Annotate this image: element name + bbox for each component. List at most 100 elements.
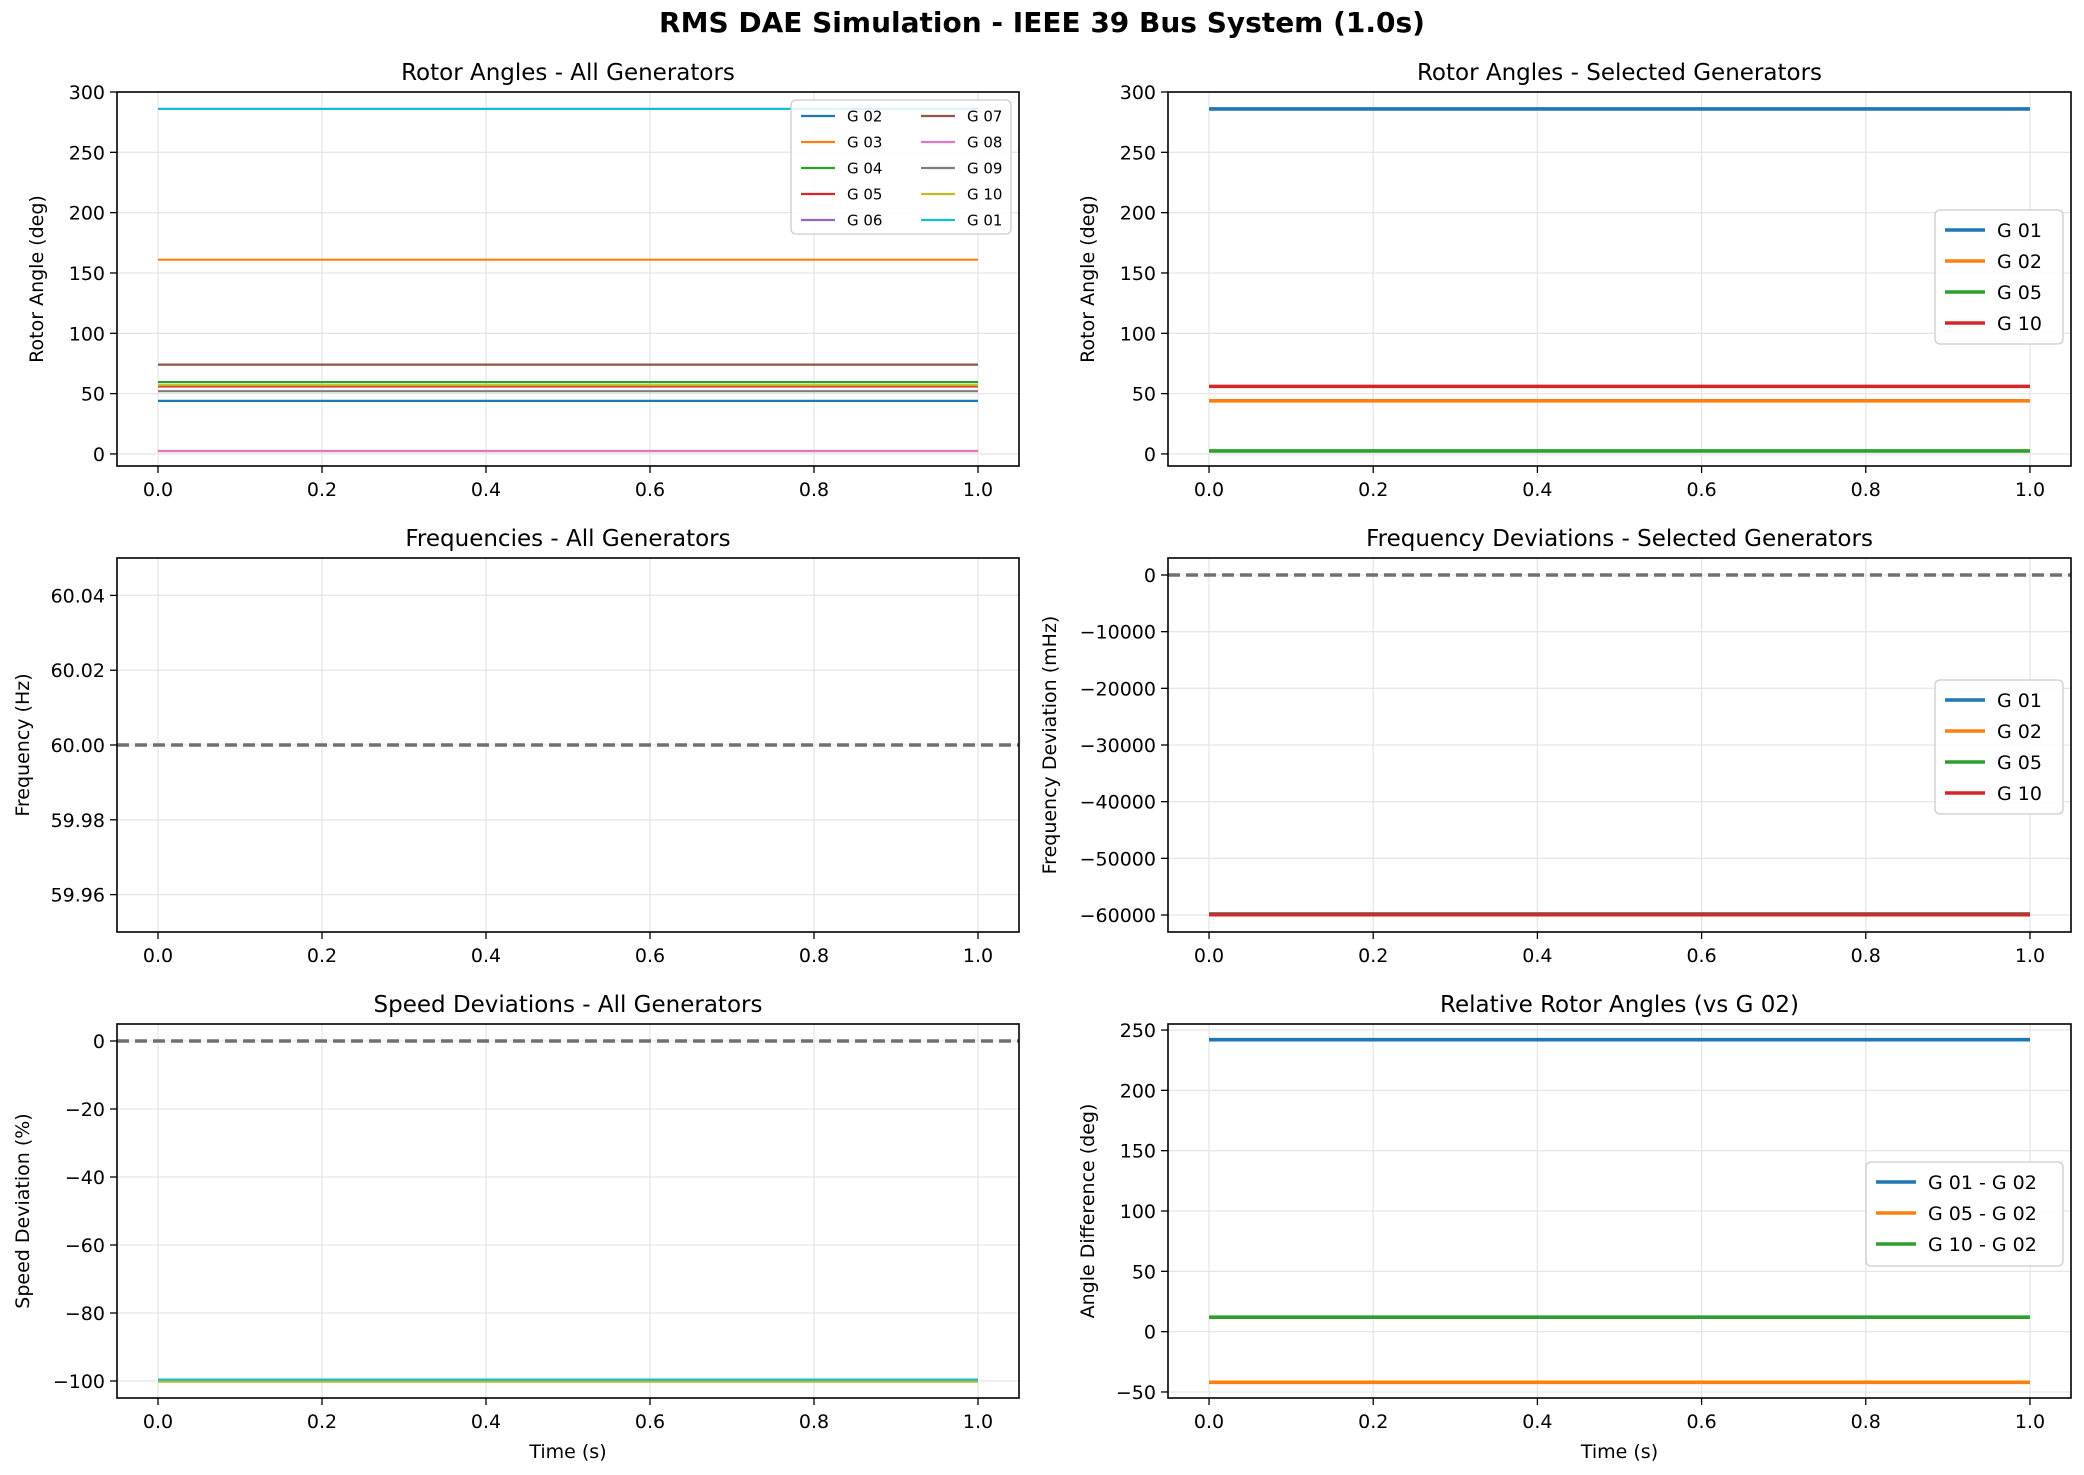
x-tick-label: 0.2 xyxy=(1358,945,1388,967)
y-tick-label: −20 xyxy=(65,1099,105,1121)
y-tick-label: 50 xyxy=(81,384,105,406)
legend-label: G 08 xyxy=(967,133,1002,151)
y-tick-label: 60.00 xyxy=(51,735,105,757)
legend-label: G 05 xyxy=(847,185,882,203)
plot-area xyxy=(1209,1037,2030,1385)
y-tick-label: 200 xyxy=(1120,1080,1156,1102)
y-tick-label: 0 xyxy=(1144,444,1156,466)
x-tick-label: 0.2 xyxy=(1358,479,1388,501)
y-tick-label: −40000 xyxy=(1080,792,1156,814)
legend: G 01 G 02 G 05 G 10 xyxy=(1934,209,2064,345)
y-tick-label: 300 xyxy=(69,82,105,104)
legend: G 01 - G 02 G 05 - G 02 G 10 - G 02 xyxy=(1865,1161,2064,1267)
axes-frame xyxy=(1167,1023,2072,1399)
y-tick-label: 0 xyxy=(1144,1322,1156,1344)
y-axis-label: Frequency (Hz) xyxy=(12,673,34,816)
y-axis-label: Rotor Angle (deg) xyxy=(1077,195,1099,363)
y-tick-label: −80 xyxy=(65,1303,105,1325)
x-tick-label: 0.6 xyxy=(635,479,665,501)
y-axis-label: Rotor Angle (deg) xyxy=(26,195,48,363)
x-tick-label: 1.0 xyxy=(2015,945,2045,967)
y-tick-label: 50 xyxy=(1132,384,1156,406)
legend-label: G 06 xyxy=(847,211,882,229)
legend-box xyxy=(790,99,1012,235)
legend-label: G 03 xyxy=(847,133,882,151)
plot-area xyxy=(117,1039,1019,1383)
x-tick-label: 0.4 xyxy=(471,1411,501,1433)
x-tick-label: 0.6 xyxy=(635,945,665,967)
axes-frame xyxy=(116,557,1020,933)
y-tick-label: 150 xyxy=(1120,1141,1156,1163)
y-tick-label: −50000 xyxy=(1080,848,1156,870)
legend-label: G 05 - G 02 xyxy=(1928,1203,2037,1225)
legend-label: G 10 xyxy=(1997,313,2042,335)
y-tick-label: 60.02 xyxy=(51,660,105,682)
x-tick-label: 1.0 xyxy=(963,1411,993,1433)
x-tick-label: 0.8 xyxy=(799,945,829,967)
legend-label: G 05 xyxy=(1997,282,2042,304)
x-tick-label: 0.8 xyxy=(1851,479,1881,501)
legend-box xyxy=(1934,679,2064,815)
y-tick-label: 0 xyxy=(93,1031,105,1053)
legend-label: G 04 xyxy=(847,159,882,177)
legend-label: G 01 - G 02 xyxy=(1928,1172,2037,1194)
x-tick-label: 0.4 xyxy=(471,945,501,967)
legend-box xyxy=(1865,1161,2064,1267)
x-tick-label: 0.2 xyxy=(307,1411,337,1433)
x-tick-label: 0.6 xyxy=(1686,479,1716,501)
legend-label: G 01 xyxy=(1997,690,2042,712)
x-tick-label: 0.0 xyxy=(1194,945,1224,967)
x-tick-label: 0.6 xyxy=(1686,1411,1716,1433)
x-axis-label: Time (s) xyxy=(1580,1441,1658,1463)
legend: G 02 G 03 G 04 G 05 G 06 G 07 G 08 G 09 G 10 G 01 xyxy=(790,99,1012,235)
axes-frame xyxy=(116,91,1020,467)
x-tick-label: 0.2 xyxy=(307,945,337,967)
y-tick-label: 200 xyxy=(1120,203,1156,225)
y-tick-label: −30000 xyxy=(1080,735,1156,757)
y-tick-label: 59.98 xyxy=(51,810,105,832)
y-tick-label: 59.96 xyxy=(51,885,105,907)
legend-label: G 01 xyxy=(967,211,1002,229)
x-tick-label: 0.2 xyxy=(1358,1411,1388,1433)
legend-label: G 05 xyxy=(1997,752,2042,774)
x-tick-label: 0.2 xyxy=(307,479,337,501)
y-tick-label: 250 xyxy=(69,142,105,164)
legend-box xyxy=(1934,209,2064,345)
y-tick-label: −60 xyxy=(65,1235,105,1257)
chart-title: Rotor Angles - All Generators xyxy=(401,60,735,86)
x-tick-label: 0.0 xyxy=(1194,1411,1224,1433)
legend: G 01 G 02 G 05 G 10 xyxy=(1934,679,2064,815)
y-axis-label: Frequency Deviation (mHz) xyxy=(1039,616,1061,875)
y-tick-label: 100 xyxy=(69,323,105,345)
x-tick-label: 0.8 xyxy=(799,1411,829,1433)
y-tick-label: 300 xyxy=(1120,82,1156,104)
plot-area xyxy=(1168,573,2071,917)
legend-label: G 02 xyxy=(1997,251,2042,273)
x-tick-label: 0.0 xyxy=(143,479,173,501)
x-tick-label: 0.4 xyxy=(1522,945,1552,967)
y-tick-label: −50 xyxy=(1116,1382,1156,1404)
y-tick-label: −20000 xyxy=(1080,678,1156,700)
chart-title: Relative Rotor Angles (vs G 02) xyxy=(1440,992,1799,1018)
x-tick-label: 0.8 xyxy=(1851,945,1881,967)
chart-title: Speed Deviations - All Generators xyxy=(374,992,763,1018)
legend-label: G 02 xyxy=(1997,721,2042,743)
legend-label: G 01 xyxy=(1997,220,2042,242)
y-tick-label: 150 xyxy=(1120,263,1156,285)
x-tick-label: 1.0 xyxy=(2015,479,2045,501)
y-tick-label: 250 xyxy=(1120,142,1156,164)
y-tick-label: 250 xyxy=(1120,1020,1156,1042)
y-tick-label: −40 xyxy=(65,1167,105,1189)
y-tick-label: 100 xyxy=(1120,323,1156,345)
x-tick-label: 0.6 xyxy=(1686,945,1716,967)
legend-label: G 07 xyxy=(967,107,1002,125)
x-axis-label: Time (s) xyxy=(528,1441,606,1463)
y-tick-label: 0 xyxy=(93,444,105,466)
y-axis-label: Angle Difference (deg) xyxy=(1077,1104,1099,1319)
y-tick-label: 50 xyxy=(1132,1261,1156,1283)
x-tick-label: 0.4 xyxy=(1522,479,1552,501)
